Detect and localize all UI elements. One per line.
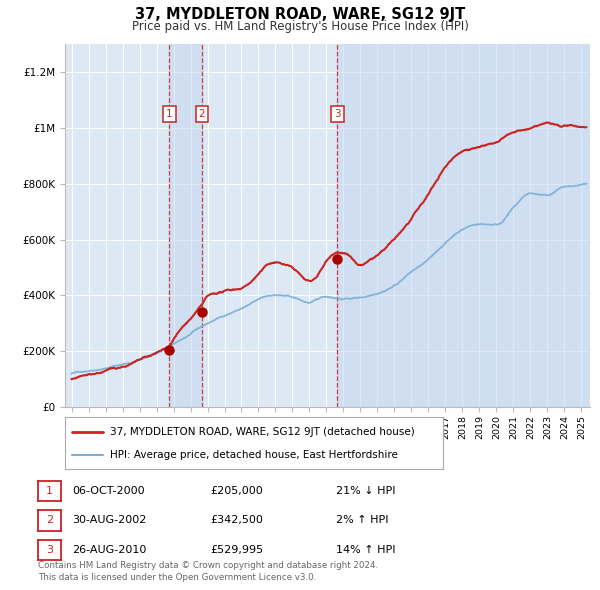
Text: 2: 2 [199,109,205,119]
Text: HPI: Average price, detached house, East Hertfordshire: HPI: Average price, detached house, East… [110,450,398,460]
Text: £205,000: £205,000 [210,486,263,496]
Text: 3: 3 [334,109,341,119]
Text: 26-AUG-2010: 26-AUG-2010 [72,545,146,555]
Text: 37, MYDDLETON ROAD, WARE, SG12 9JT: 37, MYDDLETON ROAD, WARE, SG12 9JT [135,7,465,22]
Text: £529,995: £529,995 [210,545,263,555]
Text: 1: 1 [166,109,173,119]
Text: 2: 2 [46,516,53,525]
Text: 1: 1 [46,486,53,496]
Text: 30-AUG-2002: 30-AUG-2002 [72,516,146,525]
Text: 3: 3 [46,545,53,555]
Bar [169,44,202,407]
Bar [337,44,590,407]
Text: 14% ↑ HPI: 14% ↑ HPI [336,545,395,555]
Text: £342,500: £342,500 [210,516,263,525]
Text: 21% ↓ HPI: 21% ↓ HPI [336,486,395,496]
Text: 2% ↑ HPI: 2% ↑ HPI [336,516,389,525]
Text: Price paid vs. HM Land Registry's House Price Index (HPI): Price paid vs. HM Land Registry's House … [131,20,469,33]
Text: 06-OCT-2000: 06-OCT-2000 [72,486,145,496]
Text: Contains HM Land Registry data © Crown copyright and database right 2024.
This d: Contains HM Land Registry data © Crown c… [38,561,378,582]
Text: 37, MYDDLETON ROAD, WARE, SG12 9JT (detached house): 37, MYDDLETON ROAD, WARE, SG12 9JT (deta… [110,427,415,437]
